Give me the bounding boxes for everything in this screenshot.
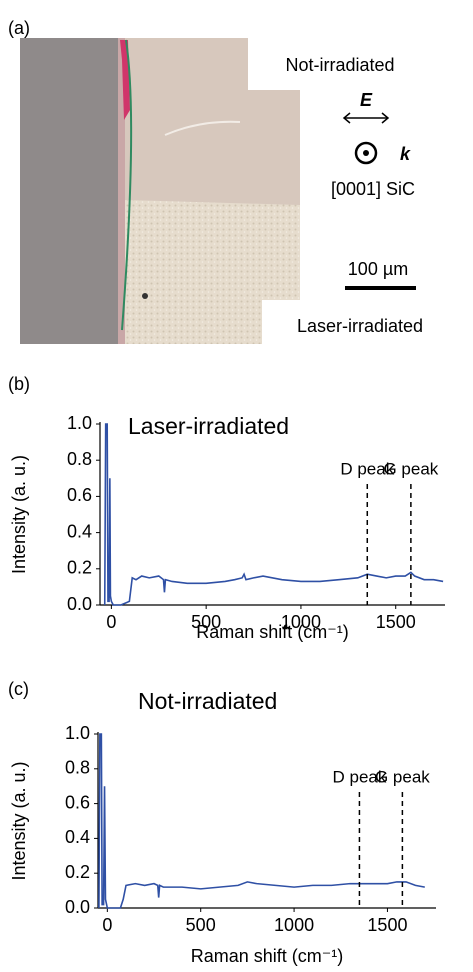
x-tick-label: 1000 — [274, 915, 314, 935]
x-tick-label: 0 — [106, 612, 116, 632]
x-tick-label: 0 — [102, 915, 112, 935]
peak-label: G peak — [383, 459, 438, 478]
y-tick-label: 0.0 — [67, 594, 92, 614]
substrate-edge — [20, 38, 120, 344]
x-axis-label: Raman shift (cm⁻¹) — [196, 622, 349, 642]
polarization-arrow — [344, 113, 388, 123]
irradiated-region — [125, 200, 300, 344]
not-irradiated-region — [125, 38, 300, 205]
y-tick-label: 0.2 — [67, 558, 92, 578]
region-label: Laser-irradiated — [297, 316, 423, 336]
k-label: k — [400, 144, 411, 164]
y-axis-label: Intensity (a. u.) — [9, 761, 29, 880]
peak-label: G peak — [375, 767, 430, 786]
scale-bar — [345, 286, 416, 290]
y-tick-label: 0.6 — [65, 792, 90, 812]
y-tick-label: 0.4 — [65, 827, 90, 847]
scale-label: 100 µm — [348, 259, 408, 279]
panel-label: (b) — [8, 374, 30, 394]
x-tick-label: 500 — [186, 915, 216, 935]
figure: (a) Not-irradiated E k [0001] SiC 100 µm… — [0, 0, 473, 972]
micrograph — [20, 38, 300, 344]
y-tick-label: 0.0 — [65, 897, 90, 917]
spectrum-line — [99, 734, 425, 908]
crystal-label: [0001] SiC — [331, 179, 415, 199]
e-label: E — [360, 90, 373, 110]
y-tick-label: 0.6 — [67, 485, 92, 505]
region-label: Not-irradiated — [285, 55, 394, 75]
chart-title: Not-irradiated — [138, 688, 277, 714]
x-tick-label: 1500 — [376, 612, 416, 632]
y-tick-label: 0.4 — [67, 521, 92, 541]
spectrum-line — [105, 424, 443, 605]
y-tick-label: 0.8 — [67, 449, 92, 469]
y-tick-label: 0.2 — [65, 862, 90, 882]
x-axis-label: Raman shift (cm⁻¹) — [191, 946, 344, 966]
y-axis-label: Intensity (a. u.) — [9, 455, 29, 574]
k-dot — [363, 150, 369, 156]
chart-title: Laser-irradiated — [128, 413, 289, 439]
y-tick-label: 1.0 — [67, 413, 92, 433]
panel-label: (a) — [8, 18, 30, 38]
x-tick-label: 1500 — [367, 915, 407, 935]
y-tick-label: 1.0 — [65, 723, 90, 743]
panel-label: (c) — [8, 679, 29, 699]
y-tick-label: 0.8 — [65, 758, 90, 778]
debris — [142, 293, 148, 299]
